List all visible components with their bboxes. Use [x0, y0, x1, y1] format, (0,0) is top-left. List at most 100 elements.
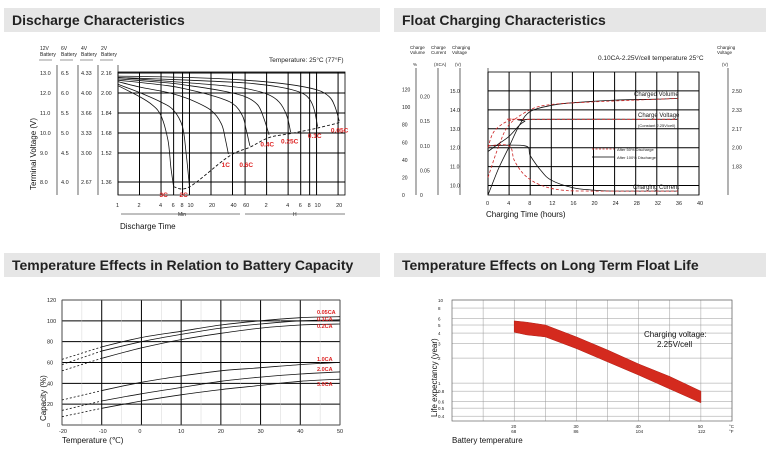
discharge-curve-final-voltage: [173, 122, 340, 190]
col-header-2-line2: Battery: [81, 52, 97, 58]
float-volume-tick: 120: [402, 88, 411, 94]
float-chart: 0.10CA-2.25V/cell temperature 25°C Charg…: [402, 45, 742, 219]
life-xtick-f: 68: [511, 429, 517, 434]
legend-after-50: After 50% Discharge: [617, 147, 654, 152]
col-header-1-line2: Battery: [61, 52, 77, 58]
voltage-row-0-col-3: 2.16: [101, 71, 112, 77]
float-xtick: 36: [676, 201, 682, 207]
label-charge-voltage: Charge Voltage: [638, 113, 680, 119]
unit-h: H: [293, 212, 297, 218]
capacity-curve-label: 0.1CA: [317, 317, 333, 323]
float-volume-tick: 40: [402, 158, 408, 164]
voltage-row-1-col-0: 12.0: [40, 91, 51, 97]
capacity-curve-0.05CA-extrapolated: [61, 346, 102, 360]
life-ytick: 6: [438, 316, 441, 321]
float-right-tick: 2.33: [732, 108, 742, 114]
capacity-curve-0.2CA-extrapolated: [61, 357, 102, 372]
float-xtick: 8: [528, 201, 531, 207]
voltage-row-3-col-1: 5.0: [61, 131, 69, 137]
discharge-chart: Temperature: 25°C (77°F) Terminal Voltag…: [29, 46, 349, 231]
capacity-curve-3.0CA-extrapolated: [61, 407, 102, 418]
life-xtick-c: 50: [698, 424, 704, 429]
float-left-header-2-l3: (V): [455, 62, 462, 67]
float-right-tick: 2.00: [732, 146, 742, 152]
life-chart: Life expectancy (year) 1086543210.80.60.…: [430, 298, 735, 445]
float-current-tick: 0.05: [420, 168, 430, 174]
life-xtick-c: 30: [573, 424, 579, 429]
float-xtick: 12: [549, 201, 555, 207]
float-left-header-0-l2: Volume: [410, 50, 426, 55]
label-charge-voltage-sub: (Constant 2.25V/cell): [638, 123, 676, 128]
voltage-row-5-col-2: 2.67: [81, 180, 92, 186]
float-plot-frame: [487, 71, 700, 196]
life-ytick: 2: [438, 356, 441, 361]
voltage-row-4-col-1: 4.5: [61, 151, 69, 157]
life-xtick-f: 86: [573, 429, 579, 434]
discharge-curve-0.6c: [117, 79, 251, 146]
discharge-ylabel: Terminal Voltage (V): [29, 118, 38, 190]
discharge-xtick: 60: [243, 203, 249, 209]
discharge-rate-label: 0.05C: [331, 128, 349, 135]
capacity-ytick: 40: [47, 381, 53, 387]
discharge-curve-3c: [117, 85, 174, 187]
discharge-xtick: 2: [138, 203, 141, 209]
float-volume-tick: 0: [402, 193, 405, 199]
life-plot-frame: [451, 299, 733, 422]
voltage-row-4-col-0: 9.0: [40, 151, 48, 157]
col-header-2-line1: 4V: [81, 46, 88, 52]
capacity-curve-0.1CA: [101, 319, 341, 352]
float-left-header-0-l3: %: [413, 62, 417, 67]
life-ytick: 3: [438, 341, 441, 346]
life-expectancy-band: [513, 320, 702, 404]
col-header-3-line1: 2V: [101, 46, 108, 52]
legend-after-100: After 100% Discharge: [617, 155, 657, 160]
float-curve-0: [487, 98, 678, 196]
life-ytick: 10: [438, 298, 444, 303]
float-right-tick: 1.83: [732, 165, 742, 171]
voltage-row-3-col-0: 10.0: [40, 131, 51, 137]
discharge-title: Discharge Characteristics: [4, 8, 380, 32]
float-volume-tick: 80: [402, 123, 408, 129]
float-curve-1: [487, 98, 678, 178]
discharge-curve-0.4c: [117, 78, 270, 136]
discharge-xtick: 40: [231, 203, 237, 209]
capacity-curve-2.0CA: [101, 371, 341, 402]
life-xtick-f: 104: [636, 429, 644, 434]
capacity-ytick: 80: [47, 340, 53, 346]
discharge-xtick: 6: [172, 203, 175, 209]
voltage-row-2-col-0: 11.0: [40, 111, 50, 117]
capacity-curve-label: 3.0CA: [317, 382, 333, 388]
life-unit-f: °F: [729, 429, 734, 434]
discharge-rate-label: 2C: [180, 192, 189, 199]
discharge-rate-label: 0.1C: [308, 133, 322, 140]
capacity-curve-label: 2.0CA: [317, 367, 333, 373]
float-voltage-tick: 13.0: [450, 127, 460, 133]
capacity-xtick: 20: [218, 429, 224, 435]
float-curve-3: [487, 118, 678, 148]
label-charged-volume: Charged Volume: [634, 92, 679, 98]
voltage-row-4-col-3: 1.52: [101, 151, 112, 157]
float-curve-5: [487, 144, 678, 192]
capacity-curve-label: 0.05CA: [317, 310, 336, 316]
discharge-plot-frame: [117, 71, 346, 196]
col-header-0-line1: 12V: [40, 46, 50, 52]
float-left-header-0-l1: Charge: [410, 45, 425, 50]
voltage-row-4-col-2: 3.00: [81, 151, 92, 157]
float-current-tick: 0.20: [420, 95, 430, 101]
discharge-rate-label: 3C: [160, 192, 169, 199]
voltage-row-5-col-3: 1.36: [101, 180, 112, 186]
float-current-tick: 0.10: [420, 144, 430, 150]
life-xtick-c: 20: [511, 424, 517, 429]
discharge-xtick: 6: [299, 203, 302, 209]
float-voltage-tick: 11.0: [450, 165, 460, 171]
col-header-3-line2: Battery: [101, 52, 117, 58]
voltage-row-3-col-3: 1.68: [101, 131, 112, 137]
life-xtick-f: 122: [698, 429, 706, 434]
discharge-curve-2c: [117, 83, 190, 187]
capacity-ytick: 0: [47, 423, 50, 429]
voltage-row-1-col-2: 4.00: [81, 91, 92, 97]
capacity-ylabel: Capacity (%): [39, 375, 48, 421]
float-left-header-1-l3: (XCA): [434, 62, 447, 67]
float-voltage-tick: 14.0: [450, 108, 460, 114]
float-volume-tick: 20: [402, 175, 408, 181]
